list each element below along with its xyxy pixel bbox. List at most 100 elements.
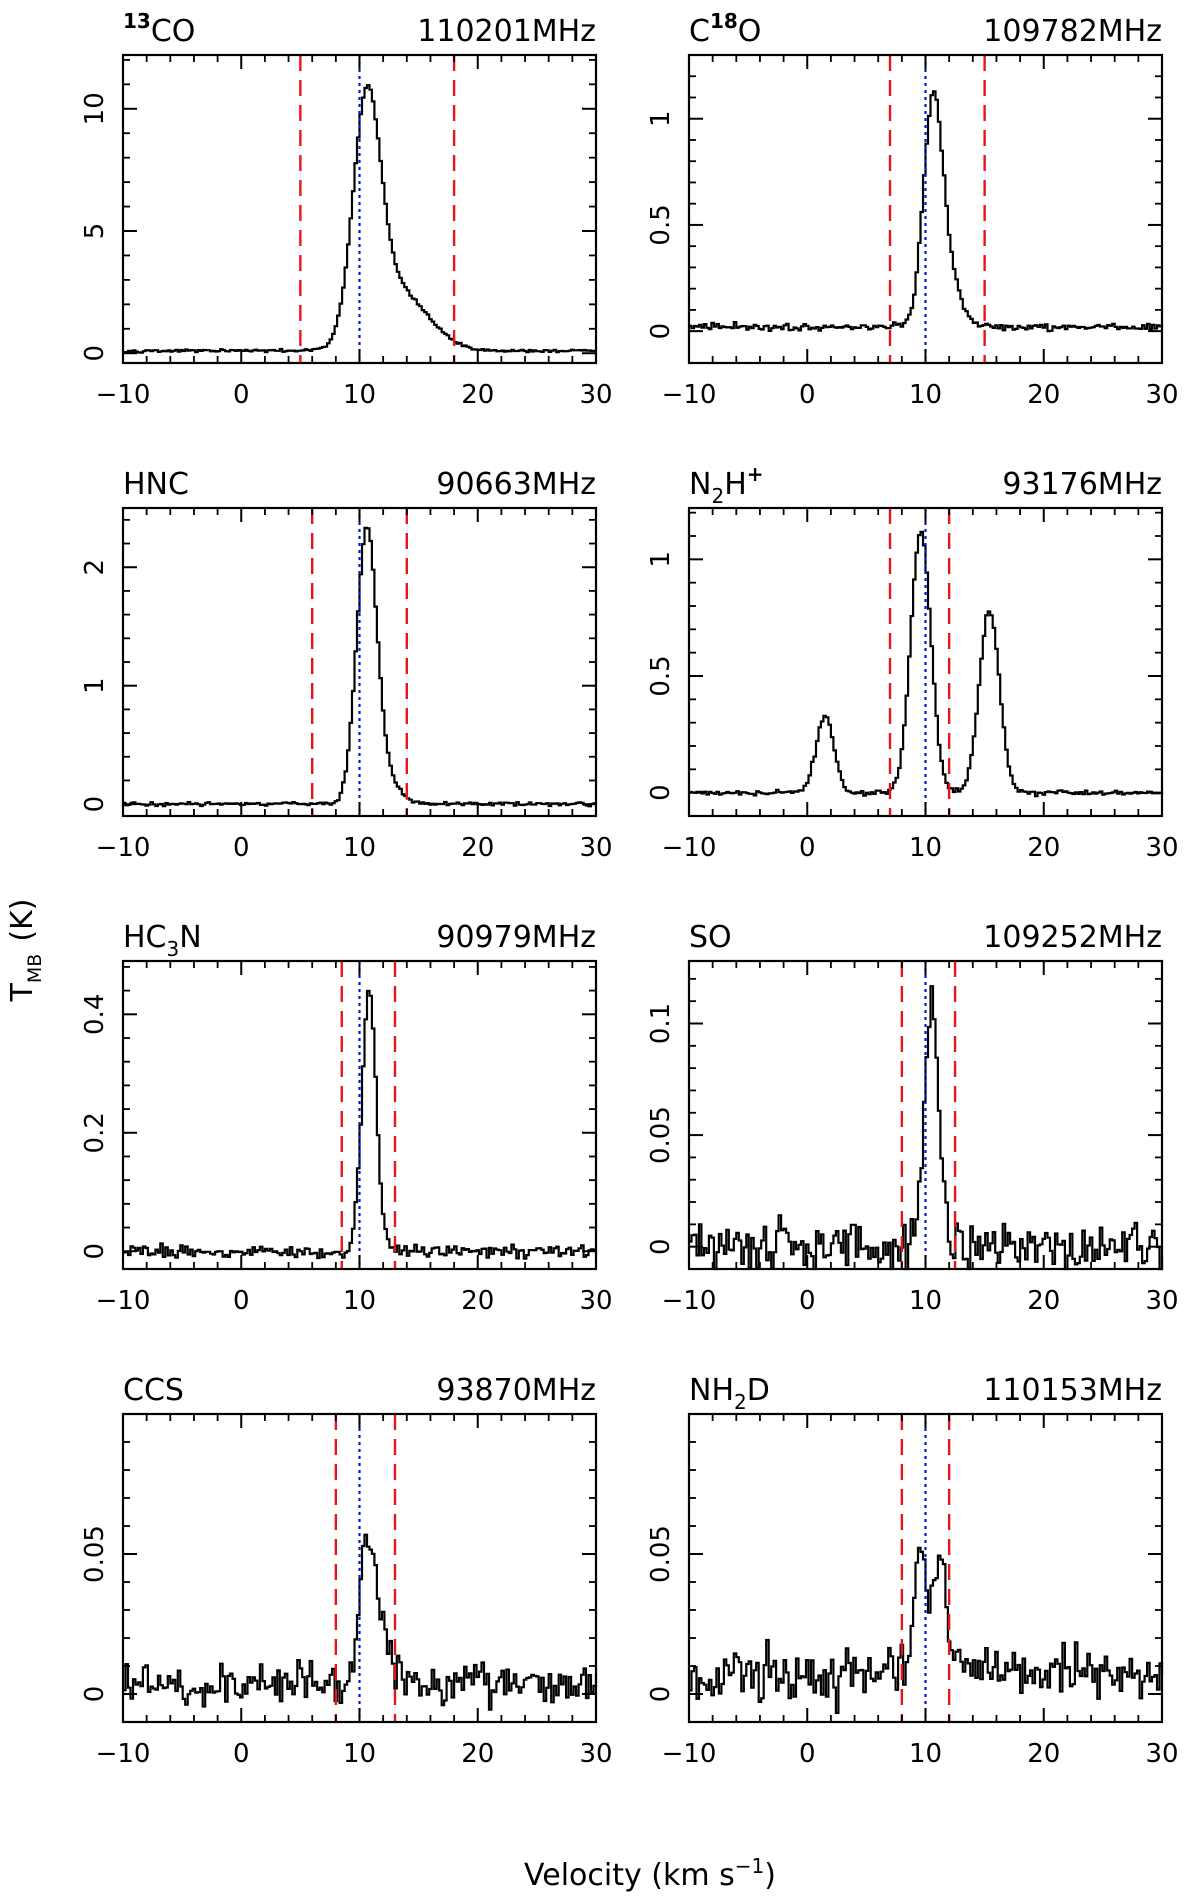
y-tick-label: 0 (646, 1686, 676, 1703)
y-tick-label: 0.1 (646, 1003, 676, 1044)
panel-title-part: 13 (123, 9, 151, 33)
x-tick-label: 10 (909, 380, 942, 410)
x-tick-label: 10 (343, 1286, 376, 1316)
panel-title-part: + (747, 462, 764, 486)
x-axis-title-main: Velocity (km s (524, 1858, 735, 1893)
panel-title-part: O (738, 14, 762, 49)
x-tick-label: 20 (461, 1286, 494, 1316)
x-tick-label: −10 (96, 380, 151, 410)
y-tick-label: 0 (80, 1686, 110, 1703)
x-tick-label: 20 (1027, 833, 1060, 863)
panel-title-part: CCS (123, 1373, 184, 1408)
y-tick-label: 0.5 (646, 204, 676, 245)
panel-title-part: D (747, 1373, 770, 1408)
panel-title: SO (689, 920, 732, 955)
spectrum-line (689, 530, 1164, 798)
y-tick-label: 0 (80, 1243, 110, 1260)
y-tick-label: 0 (80, 345, 110, 362)
x-tick-label: 0 (233, 1739, 250, 1769)
panel-title-part: 3 (167, 937, 180, 961)
panel-title-part: N (689, 467, 711, 502)
spectrum-panel-5: −10 0 10 20 30 0 0.05 0.1 SO 109252MHz (646, 920, 1179, 1316)
y-tick-label: 2 (80, 559, 110, 576)
x-tick-label: 30 (579, 380, 612, 410)
x-tick-label: 20 (1027, 1739, 1060, 1769)
x-tick-label: 20 (1027, 380, 1060, 410)
panel-frequency: 93870MHz (436, 1373, 596, 1408)
y-tick-label: 10 (80, 92, 110, 125)
panel-title-part: CO (151, 14, 196, 49)
x-tick-label: −10 (96, 1739, 151, 1769)
spectrum-panel-0: −10 0 10 20 30 0 5 10 13CO 110201MHz (80, 9, 613, 410)
spectrum-line (123, 1533, 598, 1711)
y-tick-label: 0.05 (646, 1525, 676, 1583)
x-tick-label: 0 (799, 380, 816, 410)
spectrum-line (689, 90, 1164, 333)
x-tick-label: 10 (343, 833, 376, 863)
x-axis-title-superscript: −1 (735, 1854, 764, 1878)
panel-frequency: 90979MHz (436, 920, 596, 955)
panel-title: N2H+ (689, 462, 764, 508)
y-tick-label: 0 (646, 323, 676, 340)
x-tick-label: 10 (909, 1739, 942, 1769)
x-tick-label: 20 (461, 833, 494, 863)
panel-title-part: N (179, 920, 201, 955)
x-tick-label: 0 (233, 1286, 250, 1316)
spectrum-panel-4: −10 0 10 20 30 0 0.2 0.4 HC3N 90979MHz (80, 920, 613, 1316)
x-tick-label: 30 (579, 1739, 612, 1769)
x-tick-label: 30 (1145, 1286, 1178, 1316)
y-tick-label: 0.2 (80, 1112, 110, 1153)
panel-title-part: 2 (711, 484, 724, 508)
panel-title: NH2D (689, 1373, 770, 1414)
panel-title-part: NH (689, 1373, 734, 1408)
panel-title-part: HNC (123, 467, 189, 502)
x-tick-label: 30 (1145, 1739, 1178, 1769)
spectrum-line (123, 84, 596, 354)
panel-title: HC3N (123, 920, 202, 961)
panel-title-part: 2 (734, 1390, 747, 1414)
y-axis-title-unit: (K) (5, 899, 40, 942)
x-tick-label: 30 (579, 833, 612, 863)
y-tick-label: 0 (646, 1238, 676, 1255)
x-axis-title-close: ) (764, 1858, 776, 1893)
x-tick-label: −10 (662, 1739, 717, 1769)
x-tick-label: 30 (1145, 833, 1178, 863)
spectrum-panel-7: −10 0 10 20 30 0 0.05 NH2D 110153MHz (646, 1373, 1179, 1769)
spectrum-line (689, 985, 1164, 1271)
y-tick-label: 5 (80, 223, 110, 240)
y-axis-title-main: T (5, 982, 40, 1002)
panel-frequency: 90663MHz (436, 467, 596, 502)
x-tick-label: −10 (662, 380, 717, 410)
x-axis-title: Velocity (km s−1) (524, 1854, 776, 1893)
panel-title-part: SO (689, 920, 732, 955)
y-tick-label: 1 (646, 110, 676, 127)
panel-frequency: 110201MHz (417, 14, 596, 49)
spectrum-line (123, 526, 598, 808)
panel-title-part: H (724, 467, 747, 502)
panel-frequency: 110153MHz (983, 1373, 1162, 1408)
panel-frequency: 109252MHz (983, 920, 1162, 955)
x-tick-label: 30 (579, 1286, 612, 1316)
y-tick-label: 0.05 (80, 1525, 110, 1583)
x-tick-label: 0 (233, 833, 250, 863)
panel-title-part: HC (123, 920, 167, 955)
panel-title-part: C (689, 14, 710, 49)
x-tick-label: 20 (1027, 1286, 1060, 1316)
x-tick-label: 10 (909, 833, 942, 863)
panel-frequency: 109782MHz (983, 14, 1162, 49)
y-axis-title: TMB (K) (5, 899, 46, 1003)
x-tick-label: 10 (909, 1286, 942, 1316)
x-tick-label: 30 (1145, 380, 1178, 410)
x-tick-label: 20 (461, 1739, 494, 1769)
panel-frequency: 93176MHz (1002, 467, 1162, 502)
y-axis-title-subscript: MB (24, 954, 46, 983)
y-tick-label: 1 (646, 551, 676, 568)
y-tick-label: 0.4 (80, 994, 110, 1035)
x-tick-label: 0 (233, 380, 250, 410)
y-tick-label: 0.5 (646, 655, 676, 696)
spectrum-panel-2: −10 0 10 20 30 0 1 2 HNC 90663MHz (80, 467, 613, 863)
y-tick-label: 0.05 (646, 1106, 676, 1164)
